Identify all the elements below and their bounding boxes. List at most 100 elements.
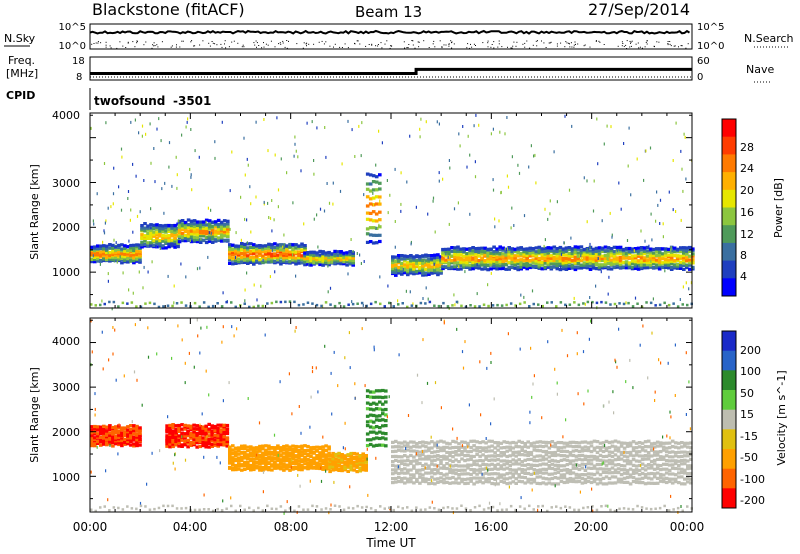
noise-search-point bbox=[384, 43, 386, 45]
power-scatter bbox=[351, 128, 353, 132]
velocity-cell bbox=[210, 426, 214, 430]
noise-search-point bbox=[323, 43, 325, 45]
velocity-cell bbox=[222, 443, 226, 447]
power-scatter bbox=[394, 220, 396, 223]
velocity-cell bbox=[457, 448, 461, 453]
power-cell bbox=[688, 267, 692, 271]
power-cell bbox=[267, 251, 271, 255]
power-cell bbox=[348, 262, 352, 266]
velocity-cell bbox=[589, 450, 594, 454]
velocity-scatter bbox=[90, 319, 92, 323]
power-cell bbox=[297, 261, 301, 265]
velocity-cell bbox=[261, 455, 265, 459]
power-cell bbox=[468, 263, 472, 267]
power-scatter bbox=[387, 211, 389, 215]
power-cell bbox=[552, 258, 557, 262]
velocity-cell bbox=[680, 475, 684, 479]
noise-search-point bbox=[100, 42, 102, 44]
power-cell bbox=[663, 265, 668, 269]
velocity-cell bbox=[631, 463, 636, 467]
power-cell bbox=[167, 234, 171, 238]
power-cell bbox=[525, 247, 529, 251]
velocity-cell bbox=[550, 444, 555, 448]
velocity-scatter bbox=[632, 386, 634, 390]
power-cell bbox=[618, 245, 623, 249]
power-cell bbox=[231, 252, 235, 257]
velocity-cell bbox=[505, 449, 509, 453]
power-cell bbox=[117, 252, 121, 256]
velocity-cell bbox=[368, 438, 373, 442]
velocity-cell bbox=[340, 458, 344, 462]
power-scatter bbox=[186, 120, 188, 124]
power-near-range bbox=[365, 304, 368, 308]
velocity-cell bbox=[231, 466, 235, 470]
power-cell bbox=[155, 236, 159, 240]
power-cell bbox=[585, 256, 590, 260]
power-cell bbox=[630, 261, 635, 265]
velocity-cell bbox=[586, 455, 591, 459]
velocity-cell bbox=[649, 459, 654, 464]
velocity-cell bbox=[643, 457, 648, 461]
velocity-cell bbox=[571, 471, 576, 475]
velocity-cell bbox=[291, 456, 295, 460]
velocity-cell bbox=[210, 442, 214, 447]
velocity-cell bbox=[628, 453, 633, 457]
velocity-cell bbox=[589, 462, 594, 466]
noise-search-point bbox=[127, 42, 129, 44]
velocity-cell bbox=[646, 439, 651, 443]
velocity-cell bbox=[631, 479, 636, 484]
velocity-cell bbox=[126, 437, 130, 442]
velocity-cell bbox=[532, 468, 537, 472]
power-scatter bbox=[191, 188, 193, 192]
velocity-cell bbox=[664, 467, 669, 471]
power-cell bbox=[480, 260, 484, 264]
power-scatter bbox=[675, 121, 677, 125]
power-scatter bbox=[132, 162, 134, 166]
power-cell bbox=[158, 244, 162, 248]
power-cell bbox=[424, 273, 428, 277]
power-cell bbox=[522, 247, 526, 251]
noise-search-point bbox=[375, 45, 377, 47]
power-cell bbox=[231, 262, 235, 266]
power-cell bbox=[105, 257, 109, 261]
power-cell bbox=[636, 263, 641, 267]
noise-search-point bbox=[536, 45, 538, 47]
velocity-cell bbox=[586, 458, 591, 462]
power-near-range bbox=[216, 302, 219, 305]
power-scatter bbox=[438, 122, 440, 126]
velocity-scatter bbox=[134, 323, 136, 327]
velocity-cell bbox=[680, 471, 684, 475]
velocity-cell bbox=[340, 467, 344, 471]
velocity-cell bbox=[400, 455, 404, 459]
velocity-cell bbox=[321, 462, 325, 466]
power-cell bbox=[267, 249, 271, 253]
velocity-cell bbox=[680, 454, 684, 459]
power-scatter bbox=[229, 189, 231, 193]
power-cell bbox=[397, 259, 401, 263]
power-cell bbox=[368, 202, 373, 206]
velocity-cell bbox=[466, 466, 470, 470]
noise-search-point bbox=[473, 43, 475, 45]
power-scatter bbox=[434, 230, 436, 234]
velocity-cell bbox=[631, 468, 636, 472]
velocity-cell bbox=[96, 434, 100, 438]
velocity-cell bbox=[607, 440, 612, 445]
noise-search-point bbox=[386, 40, 388, 42]
velocity-cell bbox=[93, 427, 97, 431]
velocity-cell bbox=[120, 428, 124, 432]
noise-search-point bbox=[501, 46, 503, 48]
velocity-cell bbox=[490, 439, 494, 443]
velocity-cell bbox=[352, 462, 356, 466]
power-cell bbox=[555, 262, 560, 267]
velocity-cell bbox=[664, 454, 669, 458]
velocity-cell bbox=[646, 451, 651, 455]
power-cell bbox=[462, 260, 466, 264]
velocity-cell bbox=[595, 445, 600, 449]
velocity-cell bbox=[403, 449, 407, 453]
power-scatter bbox=[634, 296, 637, 300]
power-cell bbox=[173, 228, 177, 232]
velocity-cell bbox=[631, 454, 636, 458]
power-scatter bbox=[469, 153, 471, 157]
power-cell bbox=[365, 187, 370, 191]
power-cell bbox=[161, 246, 165, 250]
